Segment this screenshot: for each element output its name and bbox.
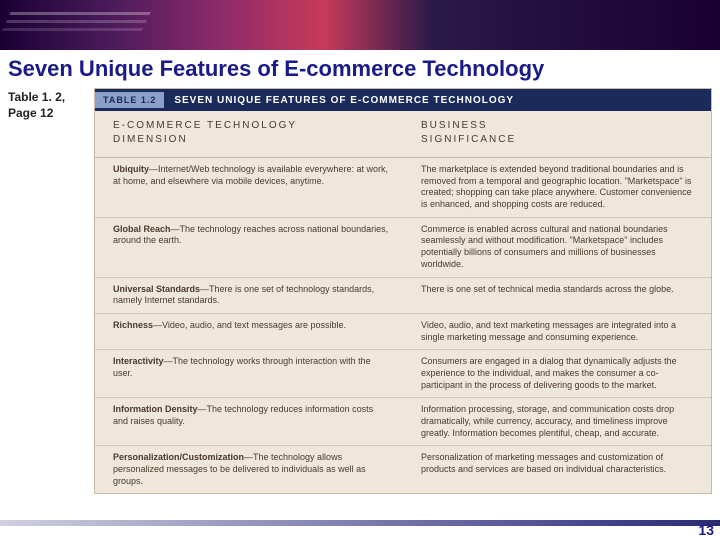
dimension-cell: Ubiquity—Internet/Web technology is avai… — [95, 164, 403, 211]
table-row: Global Reach—The technology reaches acro… — [95, 218, 711, 278]
dimension-cell: Information Density—The technology reduc… — [95, 404, 403, 439]
dimension-cell: Richness—Video, audio, and text messages… — [95, 320, 403, 343]
page-number: 13 — [698, 522, 714, 538]
page-title: Seven Unique Features of E-commerce Tech… — [0, 50, 720, 86]
table-row: Ubiquity—Internet/Web technology is avai… — [95, 158, 711, 218]
significance-cell: Information processing, storage, and com… — [403, 404, 711, 439]
table-1-2: TABLE 1.2 SEVEN UNIQUE FEATURES OF E-COM… — [94, 88, 712, 494]
significance-cell: There is one set of technical media stan… — [403, 284, 711, 307]
table-body: Ubiquity—Internet/Web technology is avai… — [95, 158, 711, 493]
significance-cell: Video, audio, and text marketing message… — [403, 320, 711, 343]
ref-line1: Table 1. 2, — [8, 90, 88, 106]
col1-header: E-COMMERCE TECHNOLOGY DIMENSION — [95, 119, 403, 147]
dimension-name: Richness — [113, 320, 153, 330]
column-headers: E-COMMERCE TECHNOLOGY DIMENSION BUSINESS… — [95, 111, 711, 158]
col2-header: BUSINESS SIGNIFICANCE — [403, 119, 711, 147]
dimension-name: Ubiquity — [113, 164, 149, 174]
table-header-bar: TABLE 1.2 SEVEN UNIQUE FEATURES OF E-COM… — [95, 89, 711, 111]
content-row: Table 1. 2, Page 12 TABLE 1.2 SEVEN UNIQ… — [0, 86, 720, 494]
table-row: Interactivity—The technology works throu… — [95, 350, 711, 398]
dimension-name: Global Reach — [113, 224, 171, 234]
significance-cell: Personalization of marketing messages an… — [403, 452, 711, 487]
table-row: Information Density—The technology reduc… — [95, 398, 711, 446]
dimension-name: Universal Standards — [113, 284, 200, 294]
dimension-desc: —Internet/Web technology is available ev… — [113, 164, 388, 186]
significance-cell: Consumers are engaged in a dialog that d… — [403, 356, 711, 391]
dimension-cell: Personalization/Customization—The techno… — [95, 452, 403, 487]
table-badge: TABLE 1.2 — [95, 92, 164, 108]
table-row: Universal Standards—There is one set of … — [95, 278, 711, 314]
table-reference: Table 1. 2, Page 12 — [8, 88, 88, 494]
table-header-title: SEVEN UNIQUE FEATURES OF E-COMMERCE TECH… — [174, 95, 514, 106]
table-row: Richness—Video, audio, and text messages… — [95, 314, 711, 350]
ref-line2: Page 12 — [8, 106, 88, 122]
table-row: Personalization/Customization—The techno… — [95, 446, 711, 493]
significance-cell: The marketplace is extended beyond tradi… — [403, 164, 711, 211]
dimension-cell: Global Reach—The technology reaches acro… — [95, 224, 403, 271]
dimension-cell: Universal Standards—There is one set of … — [95, 284, 403, 307]
dimension-name: Information Density — [113, 404, 198, 414]
dimension-name: Personalization/Customization — [113, 452, 244, 462]
significance-cell: Commerce is enabled across cultural and … — [403, 224, 711, 271]
dimension-name: Interactivity — [113, 356, 164, 366]
dimension-desc: —Video, audio, and text messages are pos… — [153, 320, 346, 330]
footer-gradient-bar — [0, 520, 720, 526]
decorative-banner — [0, 0, 720, 50]
dimension-cell: Interactivity—The technology works throu… — [95, 356, 403, 391]
